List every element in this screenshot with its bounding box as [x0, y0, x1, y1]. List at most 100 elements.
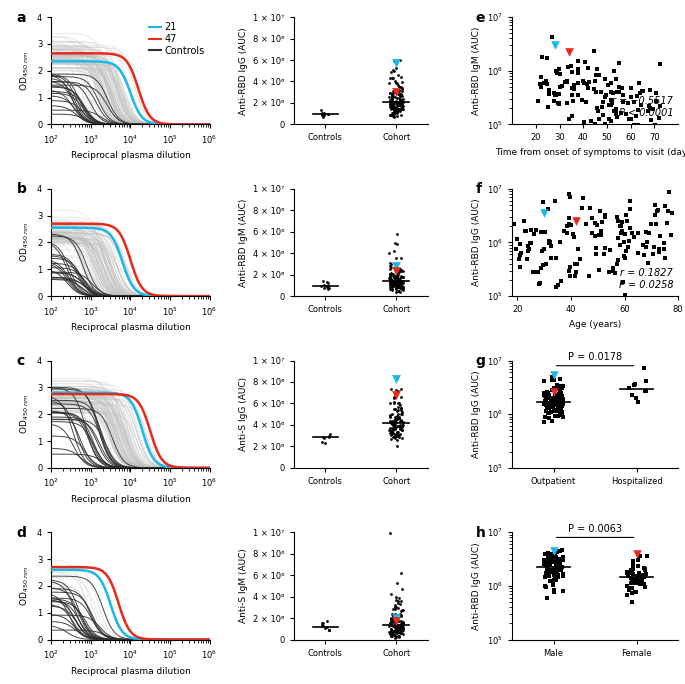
Point	[554, 381, 565, 392]
Point	[386, 434, 397, 445]
Point	[389, 619, 400, 630]
Point	[539, 411, 550, 422]
Point	[644, 103, 655, 114]
Point	[397, 419, 408, 430]
Point	[557, 80, 568, 91]
Point	[538, 376, 549, 386]
Point	[386, 73, 397, 83]
Point	[608, 265, 619, 276]
Point	[526, 224, 537, 235]
Legend: 21, 47, Controls: 21, 47, Controls	[149, 22, 205, 56]
Point	[615, 220, 626, 231]
Point	[388, 271, 399, 282]
Point	[553, 554, 564, 565]
Point	[388, 111, 399, 122]
Point	[546, 407, 557, 418]
Point	[563, 62, 574, 73]
Point	[644, 130, 655, 141]
Point	[388, 421, 399, 432]
Point	[540, 568, 551, 579]
Point	[387, 280, 398, 291]
Point	[393, 86, 404, 97]
Point	[393, 285, 403, 296]
Point	[395, 618, 406, 629]
Point	[388, 432, 399, 443]
Point	[555, 236, 566, 247]
Point	[397, 424, 408, 435]
Point	[392, 272, 403, 282]
Point	[554, 395, 565, 406]
Point	[606, 131, 617, 142]
Point	[537, 52, 548, 63]
Point	[397, 605, 408, 616]
Point	[396, 95, 407, 106]
Point	[610, 103, 621, 114]
Point	[571, 258, 582, 269]
Point	[631, 575, 642, 586]
Point	[533, 95, 544, 106]
Point	[547, 32, 558, 43]
Point	[390, 87, 401, 98]
Point	[538, 77, 549, 88]
Point	[547, 416, 558, 427]
Point	[551, 406, 562, 417]
Point	[388, 273, 399, 284]
Point	[553, 392, 564, 403]
Point	[396, 617, 407, 628]
Text: b: b	[16, 183, 27, 196]
Point	[634, 575, 645, 586]
Point	[562, 77, 573, 88]
Point	[392, 421, 403, 432]
Point	[610, 73, 621, 84]
Point	[393, 598, 403, 609]
Point	[398, 623, 409, 634]
Point	[553, 391, 564, 402]
Point	[319, 107, 329, 118]
Point	[393, 100, 404, 111]
Point	[384, 412, 395, 423]
Point	[385, 276, 396, 287]
Point	[395, 287, 406, 298]
Point	[515, 250, 526, 261]
Point	[395, 99, 406, 110]
Point	[621, 246, 632, 257]
Point	[640, 564, 651, 575]
Point	[542, 79, 553, 90]
Point	[386, 630, 397, 641]
Point	[390, 271, 401, 282]
Point	[519, 215, 530, 226]
Point	[636, 86, 647, 96]
Point	[562, 227, 573, 238]
Point	[388, 102, 399, 113]
Point	[564, 271, 575, 282]
Point	[599, 242, 610, 253]
Point	[388, 398, 399, 409]
Point	[322, 278, 333, 289]
Point	[572, 64, 583, 75]
Text: f: f	[475, 183, 482, 196]
Point	[397, 419, 408, 430]
Point	[393, 397, 404, 408]
Point	[629, 380, 640, 391]
Point	[392, 96, 403, 107]
Point	[634, 136, 645, 147]
Point	[385, 270, 396, 281]
Y-axis label: Anti-S IgM (AUC): Anti-S IgM (AUC)	[238, 549, 247, 623]
Point	[560, 76, 571, 87]
Point	[625, 204, 636, 215]
Point	[545, 567, 556, 578]
Point	[391, 621, 402, 632]
Point	[390, 105, 401, 116]
Point	[630, 378, 640, 389]
Point	[317, 620, 328, 631]
Point	[390, 428, 401, 439]
Point	[324, 624, 335, 635]
Point	[393, 620, 404, 631]
Point	[397, 93, 408, 104]
Point	[550, 404, 561, 415]
Point	[538, 390, 549, 401]
Point	[609, 267, 620, 278]
Point	[599, 118, 610, 129]
Point	[543, 402, 554, 413]
Point	[386, 418, 397, 429]
